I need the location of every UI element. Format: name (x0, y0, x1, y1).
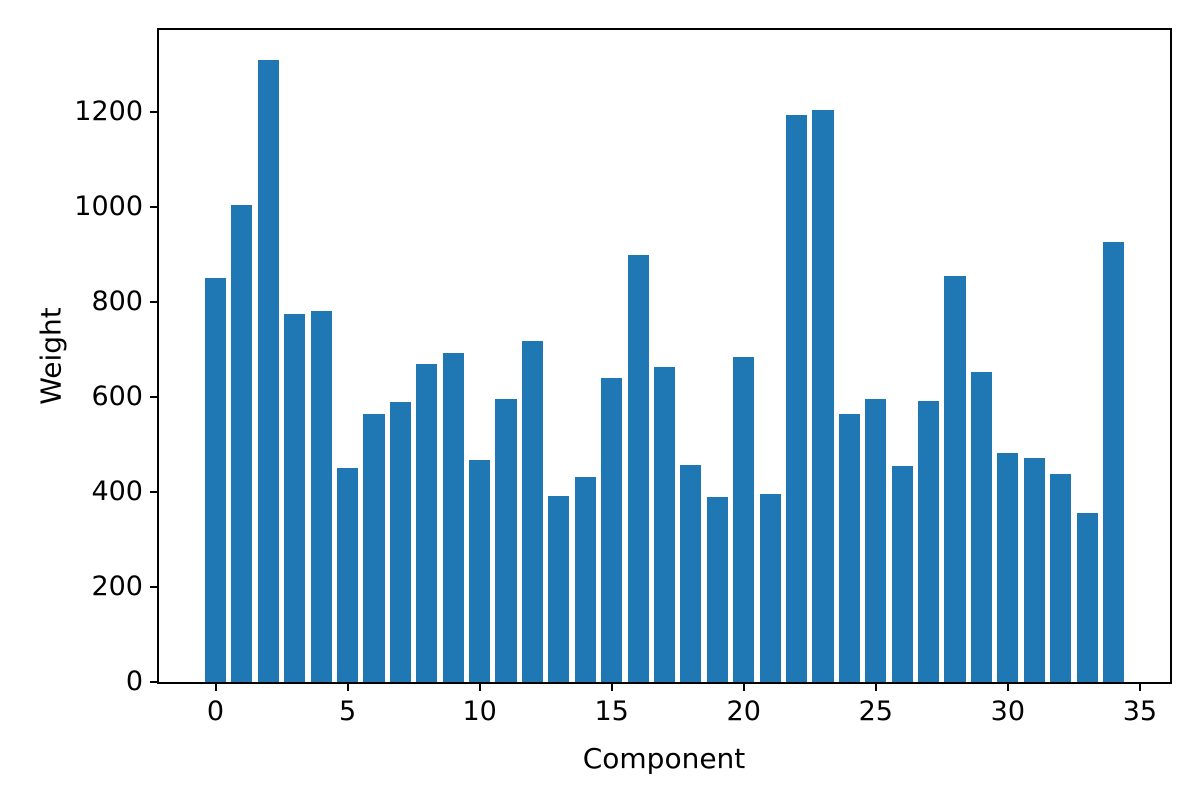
y-tick-label-800: 800 (91, 286, 143, 318)
y-tick-label-200: 200 (91, 571, 143, 603)
bar-component-8 (416, 363, 438, 682)
x-tick-mark-25 (874, 684, 877, 691)
x-tick-label-0: 0 (206, 696, 225, 727)
y-tick-label-1000: 1000 (74, 191, 143, 223)
y-axis-label: Weight (34, 307, 68, 405)
x-tick-label-30: 30 (990, 696, 1025, 727)
bar-component-3 (284, 313, 306, 682)
x-tick-mark-15 (610, 684, 613, 691)
bar-component-5 (337, 468, 359, 682)
bar-component-14 (574, 476, 596, 682)
y-tick-label-600: 600 (91, 381, 143, 413)
bar-component-1 (231, 204, 253, 682)
bar-component-11 (495, 399, 517, 682)
bar-component-4 (310, 310, 332, 682)
bar-component-15 (601, 378, 623, 682)
x-axis-label: Component (582, 742, 746, 775)
bar-component-28 (944, 275, 966, 682)
x-tick-mark-30 (1006, 684, 1009, 691)
bar-component-10 (469, 459, 491, 682)
x-tick-mark-20 (742, 684, 745, 691)
x-tick-mark-0 (214, 684, 217, 691)
bar-component-26 (891, 465, 913, 682)
y-tick-mark-1000 (150, 206, 157, 209)
bar-component-12 (521, 341, 543, 682)
x-tick-label-25: 25 (858, 696, 893, 727)
x-tick-mark-5 (346, 684, 349, 691)
bar-component-34 (1102, 242, 1125, 682)
x-tick-mark-35 (1138, 684, 1141, 691)
y-tick-label-1200: 1200 (74, 96, 143, 128)
x-tick-label-5: 5 (338, 696, 357, 727)
bar-component-17 (653, 367, 676, 682)
y-tick-mark-400 (150, 491, 157, 494)
plot-area (157, 28, 1172, 684)
bar-component-20 (733, 356, 755, 682)
bar-component-16 (627, 255, 649, 682)
bar-component-27 (918, 400, 940, 682)
bar-component-2 (257, 59, 279, 682)
y-tick-mark-200 (150, 586, 157, 589)
bar-component-24 (838, 413, 860, 682)
bar-component-0 (204, 277, 227, 682)
bar-component-33 (1076, 513, 1098, 682)
bars-container (159, 30, 1170, 682)
bar-component-29 (970, 371, 992, 682)
y-tick-label-400: 400 (91, 476, 143, 508)
bar-component-6 (363, 413, 385, 682)
x-tick-label-10: 10 (462, 696, 497, 727)
bar-component-13 (548, 495, 570, 682)
y-tick-mark-800 (150, 301, 157, 304)
y-tick-mark-600 (150, 396, 157, 399)
x-tick-label-35: 35 (1122, 696, 1158, 727)
bar-component-32 (1050, 474, 1072, 682)
x-tick-label-20: 20 (726, 696, 761, 727)
bar-component-23 (812, 109, 834, 682)
bar-component-7 (389, 402, 411, 682)
y-tick-label-0: 0 (125, 666, 143, 697)
bar-component-21 (759, 494, 781, 682)
y-tick-mark-1200 (150, 111, 157, 114)
y-tick-mark-0 (150, 681, 157, 683)
bar-component-18 (680, 465, 702, 682)
bar-component-25 (865, 398, 887, 682)
bar-component-31 (1023, 458, 1045, 682)
bar-component-22 (785, 114, 808, 682)
bar-component-19 (706, 496, 728, 682)
bar-component-9 (442, 353, 464, 682)
x-tick-mark-10 (478, 684, 481, 691)
x-tick-label-15: 15 (594, 696, 629, 727)
bar-component-30 (997, 452, 1019, 682)
